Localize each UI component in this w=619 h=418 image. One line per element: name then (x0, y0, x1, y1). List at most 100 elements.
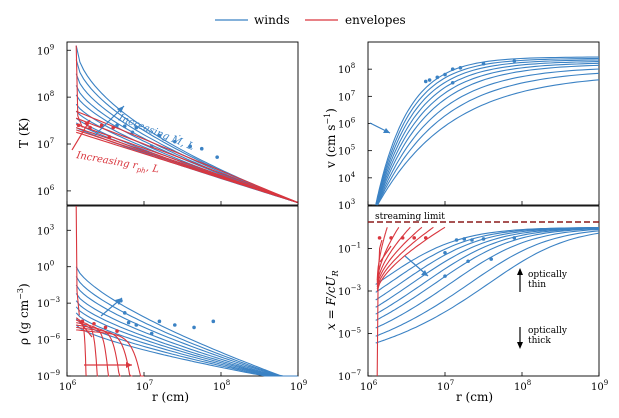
br-wind-curve (375, 227, 600, 315)
br-ytick-label: 10−1 (338, 242, 361, 256)
tr-annotations (369, 122, 391, 134)
tr-wind-curve (377, 79, 600, 206)
tl-curves (75, 45, 299, 204)
tr-wind-curve (376, 72, 600, 206)
bl-ytick-label: 100 (37, 260, 54, 274)
br-xtick-exp: 6 (373, 379, 378, 387)
legend-winds-label: winds (254, 13, 290, 27)
bl-ylabel-close: ) (17, 283, 31, 288)
br-envelope-point (423, 236, 428, 240)
br-wind-curve (375, 230, 600, 337)
bl-xtick-exp: 9 (303, 379, 307, 387)
tl-ytick-label: 106 (37, 184, 55, 198)
br-envelope-point (377, 236, 382, 240)
tr-wind-curve (375, 56, 599, 206)
bl-wind-curve (75, 284, 298, 377)
tr-ytick-label: 103 (338, 198, 355, 212)
bl-envelope-spike (75, 205, 80, 316)
br-xtick-label: 109 (591, 379, 608, 393)
br-wind-sonic-point (489, 257, 494, 261)
bl-wind-sonic-point (211, 319, 216, 324)
br-ytick-exp: −5 (351, 327, 361, 335)
br-envelope-point (412, 236, 417, 240)
bl-ytick-label: 10−6 (37, 333, 61, 347)
tr-ytick-exp: 4 (351, 171, 356, 179)
env-annotation-main: Increasing r (74, 150, 139, 172)
br-annotations: streaming limit optically thin optically… (368, 212, 599, 349)
br-xlabel: r (cm) (456, 390, 493, 404)
tr-ylabel-main: v (cm s (324, 125, 338, 169)
tr-wind-sonic-point (450, 67, 455, 71)
br-envelope-spike (376, 239, 383, 377)
tr-ytick-label: 107 (338, 89, 355, 103)
bl-wind-sonic-point (149, 331, 154, 336)
bl-ylabel: ρ (g cm−3) (16, 283, 31, 345)
br-envelope-curve (376, 226, 423, 287)
env-annotation-sub: ph (136, 166, 146, 175)
bl-wind-sonic-point (173, 323, 177, 327)
tr-ytick-label: 104 (338, 171, 356, 185)
tr-ytick-label: 108 (338, 62, 355, 76)
bl-ytick-exp: −6 (50, 333, 61, 341)
br-envelope-curve (376, 226, 411, 285)
tr-wind-sonic-point (450, 80, 455, 85)
legend: winds envelopes (215, 13, 406, 27)
bl-envelope-point (103, 325, 108, 330)
tl-envelope-curve (76, 117, 299, 204)
bl-xtick-label: 107 (136, 379, 153, 393)
env-annotation-tail: , L (145, 162, 160, 175)
bl-envelope-point (92, 321, 96, 326)
br-wind-sonic-point (454, 238, 459, 242)
bl-wind-sonic-point (126, 320, 131, 325)
bl-wind-curve (75, 300, 298, 377)
br-wind-sonic-point (481, 237, 486, 241)
bl-wind-arrowhead (115, 298, 122, 305)
bl-ytick-label: 103 (37, 223, 54, 237)
br-wind-sonic-point (462, 237, 467, 241)
bl-env-arrow-1 (79, 321, 93, 338)
br-xtick-exp: 7 (450, 379, 454, 387)
br-ytick-label: 10−7 (338, 369, 361, 383)
bl-wind-curve (75, 293, 298, 377)
br-ylabel-main: x = F/cU (324, 275, 338, 330)
tl-ytick-label: 109 (37, 43, 54, 57)
thin-label-1: optically (528, 270, 568, 280)
tl-ylabel: T (K) (17, 118, 31, 148)
bl-ytick-exp: 3 (50, 223, 54, 231)
bl-ylabel-main: ρ (g cm (17, 299, 31, 345)
bl-ytick-exp: 0 (50, 260, 54, 268)
tr-wind-curve (376, 68, 600, 206)
br-envelope-curve (376, 226, 434, 290)
br-wind-curve (375, 228, 600, 329)
tr-wind-sonic-point (435, 75, 440, 80)
panel-bottom-left-frame (66, 205, 299, 377)
thick-arrowhead (517, 342, 523, 349)
bl-xtick-exp: 6 (72, 379, 77, 387)
env-arrowhead (84, 120, 90, 127)
bl-wind-sonic-point (134, 323, 139, 327)
br-xtick-label: 107 (437, 379, 454, 393)
bl-envelope-point (115, 329, 119, 333)
tl-envelope-point (111, 125, 115, 130)
bl-envelope-curve (76, 319, 98, 377)
bl-ytick-label: 10−3 (37, 296, 60, 310)
br-wind-curve (375, 232, 600, 344)
br-envelope-curve (376, 226, 446, 292)
br-ylabel-sub: R (331, 270, 340, 277)
tr-ytick-exp: 7 (351, 89, 355, 97)
tr-wind-curve (376, 64, 600, 206)
bl-wind-curve (75, 312, 298, 377)
br-wind-arrowhead (421, 270, 428, 276)
wind-arrowhead (117, 106, 124, 113)
tl-envelope-spike (75, 45, 83, 128)
bl-ytick-exp: −3 (50, 296, 60, 304)
bl-xtick-label: 108 (213, 379, 230, 393)
br-xtick-exp: 9 (604, 379, 608, 387)
tr-ytick-exp: 6 (351, 117, 356, 125)
br-wind-curve (375, 227, 600, 293)
br-wind-curve (375, 228, 600, 321)
bl-envelope-point (80, 319, 85, 324)
tr-curves (375, 56, 600, 206)
br-wind-curve (375, 227, 599, 301)
